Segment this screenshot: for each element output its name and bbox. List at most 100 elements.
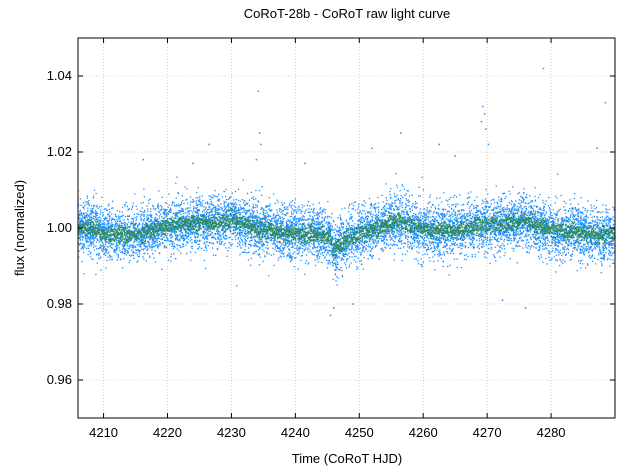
raw-flux-point xyxy=(585,216,586,217)
raw-flux-point xyxy=(412,205,413,206)
raw-flux-point xyxy=(170,208,171,209)
raw-flux-point xyxy=(570,255,571,256)
raw-flux-point xyxy=(164,236,165,237)
raw-flux-point xyxy=(225,196,226,197)
raw-flux-point xyxy=(253,245,254,246)
raw-flux-point xyxy=(324,212,325,213)
raw-flux-point xyxy=(443,192,444,193)
raw-flux-point xyxy=(406,200,407,201)
raw-flux-point xyxy=(124,239,125,240)
raw-flux-point xyxy=(83,248,84,249)
raw-flux-point xyxy=(604,219,605,220)
raw-flux-point xyxy=(87,213,88,214)
raw-flux-point xyxy=(307,205,308,206)
raw-flux-point xyxy=(230,202,231,203)
raw-flux-point xyxy=(257,205,258,206)
raw-flux-point xyxy=(414,258,415,259)
raw-flux-point xyxy=(425,235,426,236)
raw-flux-point xyxy=(462,215,463,216)
raw-flux-point xyxy=(373,205,374,206)
raw-flux-point xyxy=(180,247,181,248)
raw-flux-point xyxy=(367,222,368,223)
raw-flux-point xyxy=(411,195,412,196)
raw-flux-point xyxy=(140,216,141,217)
raw-flux-point xyxy=(358,226,359,227)
raw-flux-point xyxy=(111,256,112,257)
raw-flux-point xyxy=(433,239,434,240)
raw-flux-point xyxy=(244,233,245,234)
raw-flux-point xyxy=(339,236,340,237)
raw-flux-point xyxy=(486,207,487,208)
raw-flux-point xyxy=(94,219,95,220)
raw-flux-point xyxy=(595,248,596,249)
raw-flux-point xyxy=(298,206,299,207)
raw-flux-point xyxy=(98,255,99,256)
raw-flux-point xyxy=(352,247,353,248)
raw-flux-point xyxy=(284,247,285,248)
raw-flux-point xyxy=(334,232,335,233)
raw-flux-point xyxy=(300,213,301,214)
raw-flux-point xyxy=(89,216,90,217)
raw-flux-point xyxy=(539,194,540,195)
raw-flux-point xyxy=(433,212,434,213)
raw-flux-point xyxy=(194,242,195,243)
raw-flux-point xyxy=(370,211,371,212)
raw-flux-point xyxy=(549,241,550,242)
raw-flux-point xyxy=(370,214,371,215)
raw-flux-point xyxy=(541,217,542,218)
raw-flux-point xyxy=(280,246,281,247)
raw-flux-point xyxy=(359,223,360,224)
raw-flux-point xyxy=(609,265,610,266)
raw-flux-point xyxy=(292,245,293,246)
raw-flux-point xyxy=(494,207,495,208)
raw-flux-point xyxy=(187,208,188,209)
raw-flux-point xyxy=(317,246,318,247)
raw-flux-point xyxy=(359,261,360,262)
raw-flux-point xyxy=(151,247,152,248)
raw-flux-point xyxy=(87,245,88,246)
raw-flux-point xyxy=(118,254,119,255)
raw-flux-point xyxy=(487,253,488,254)
raw-flux-point xyxy=(378,209,379,210)
raw-flux-point xyxy=(580,267,581,268)
raw-flux-point xyxy=(389,191,390,192)
raw-flux-point xyxy=(358,258,359,259)
raw-flux-point xyxy=(499,246,500,247)
raw-flux-point xyxy=(183,213,184,214)
raw-flux-point xyxy=(174,246,175,247)
raw-flux-point xyxy=(88,204,89,205)
raw-flux-point xyxy=(188,238,189,239)
raw-flux-point xyxy=(100,212,101,213)
raw-flux-point xyxy=(374,203,375,204)
raw-flux-point xyxy=(84,219,85,220)
raw-flux-point xyxy=(485,189,486,190)
raw-flux-point xyxy=(214,214,215,215)
raw-flux-point xyxy=(346,221,347,222)
raw-flux-point xyxy=(235,239,236,240)
raw-flux-point xyxy=(294,202,295,203)
raw-flux-point xyxy=(118,217,119,218)
raw-flux-point xyxy=(375,239,376,240)
raw-flux-point xyxy=(103,214,104,215)
raw-flux-point xyxy=(189,230,190,231)
raw-flux-point xyxy=(518,203,519,204)
raw-flux-point xyxy=(365,248,366,249)
raw-flux-point xyxy=(555,259,556,260)
raw-flux-point xyxy=(386,203,387,204)
raw-flux-point xyxy=(137,209,138,210)
raw-flux-point xyxy=(220,236,221,237)
raw-flux-point xyxy=(577,247,578,248)
raw-flux-point xyxy=(149,233,150,234)
raw-flux-point xyxy=(568,240,569,241)
raw-flux-point xyxy=(494,256,495,257)
raw-flux-point xyxy=(82,239,83,240)
raw-flux-point xyxy=(447,245,448,246)
raw-flux-point xyxy=(224,238,225,239)
raw-flux-point xyxy=(491,203,492,204)
raw-flux-point xyxy=(258,249,259,250)
raw-flux-point xyxy=(280,212,281,213)
raw-flux-point xyxy=(429,197,430,198)
raw-flux-point xyxy=(204,212,205,213)
raw-flux-point xyxy=(193,206,194,207)
raw-flux-point xyxy=(509,208,510,209)
